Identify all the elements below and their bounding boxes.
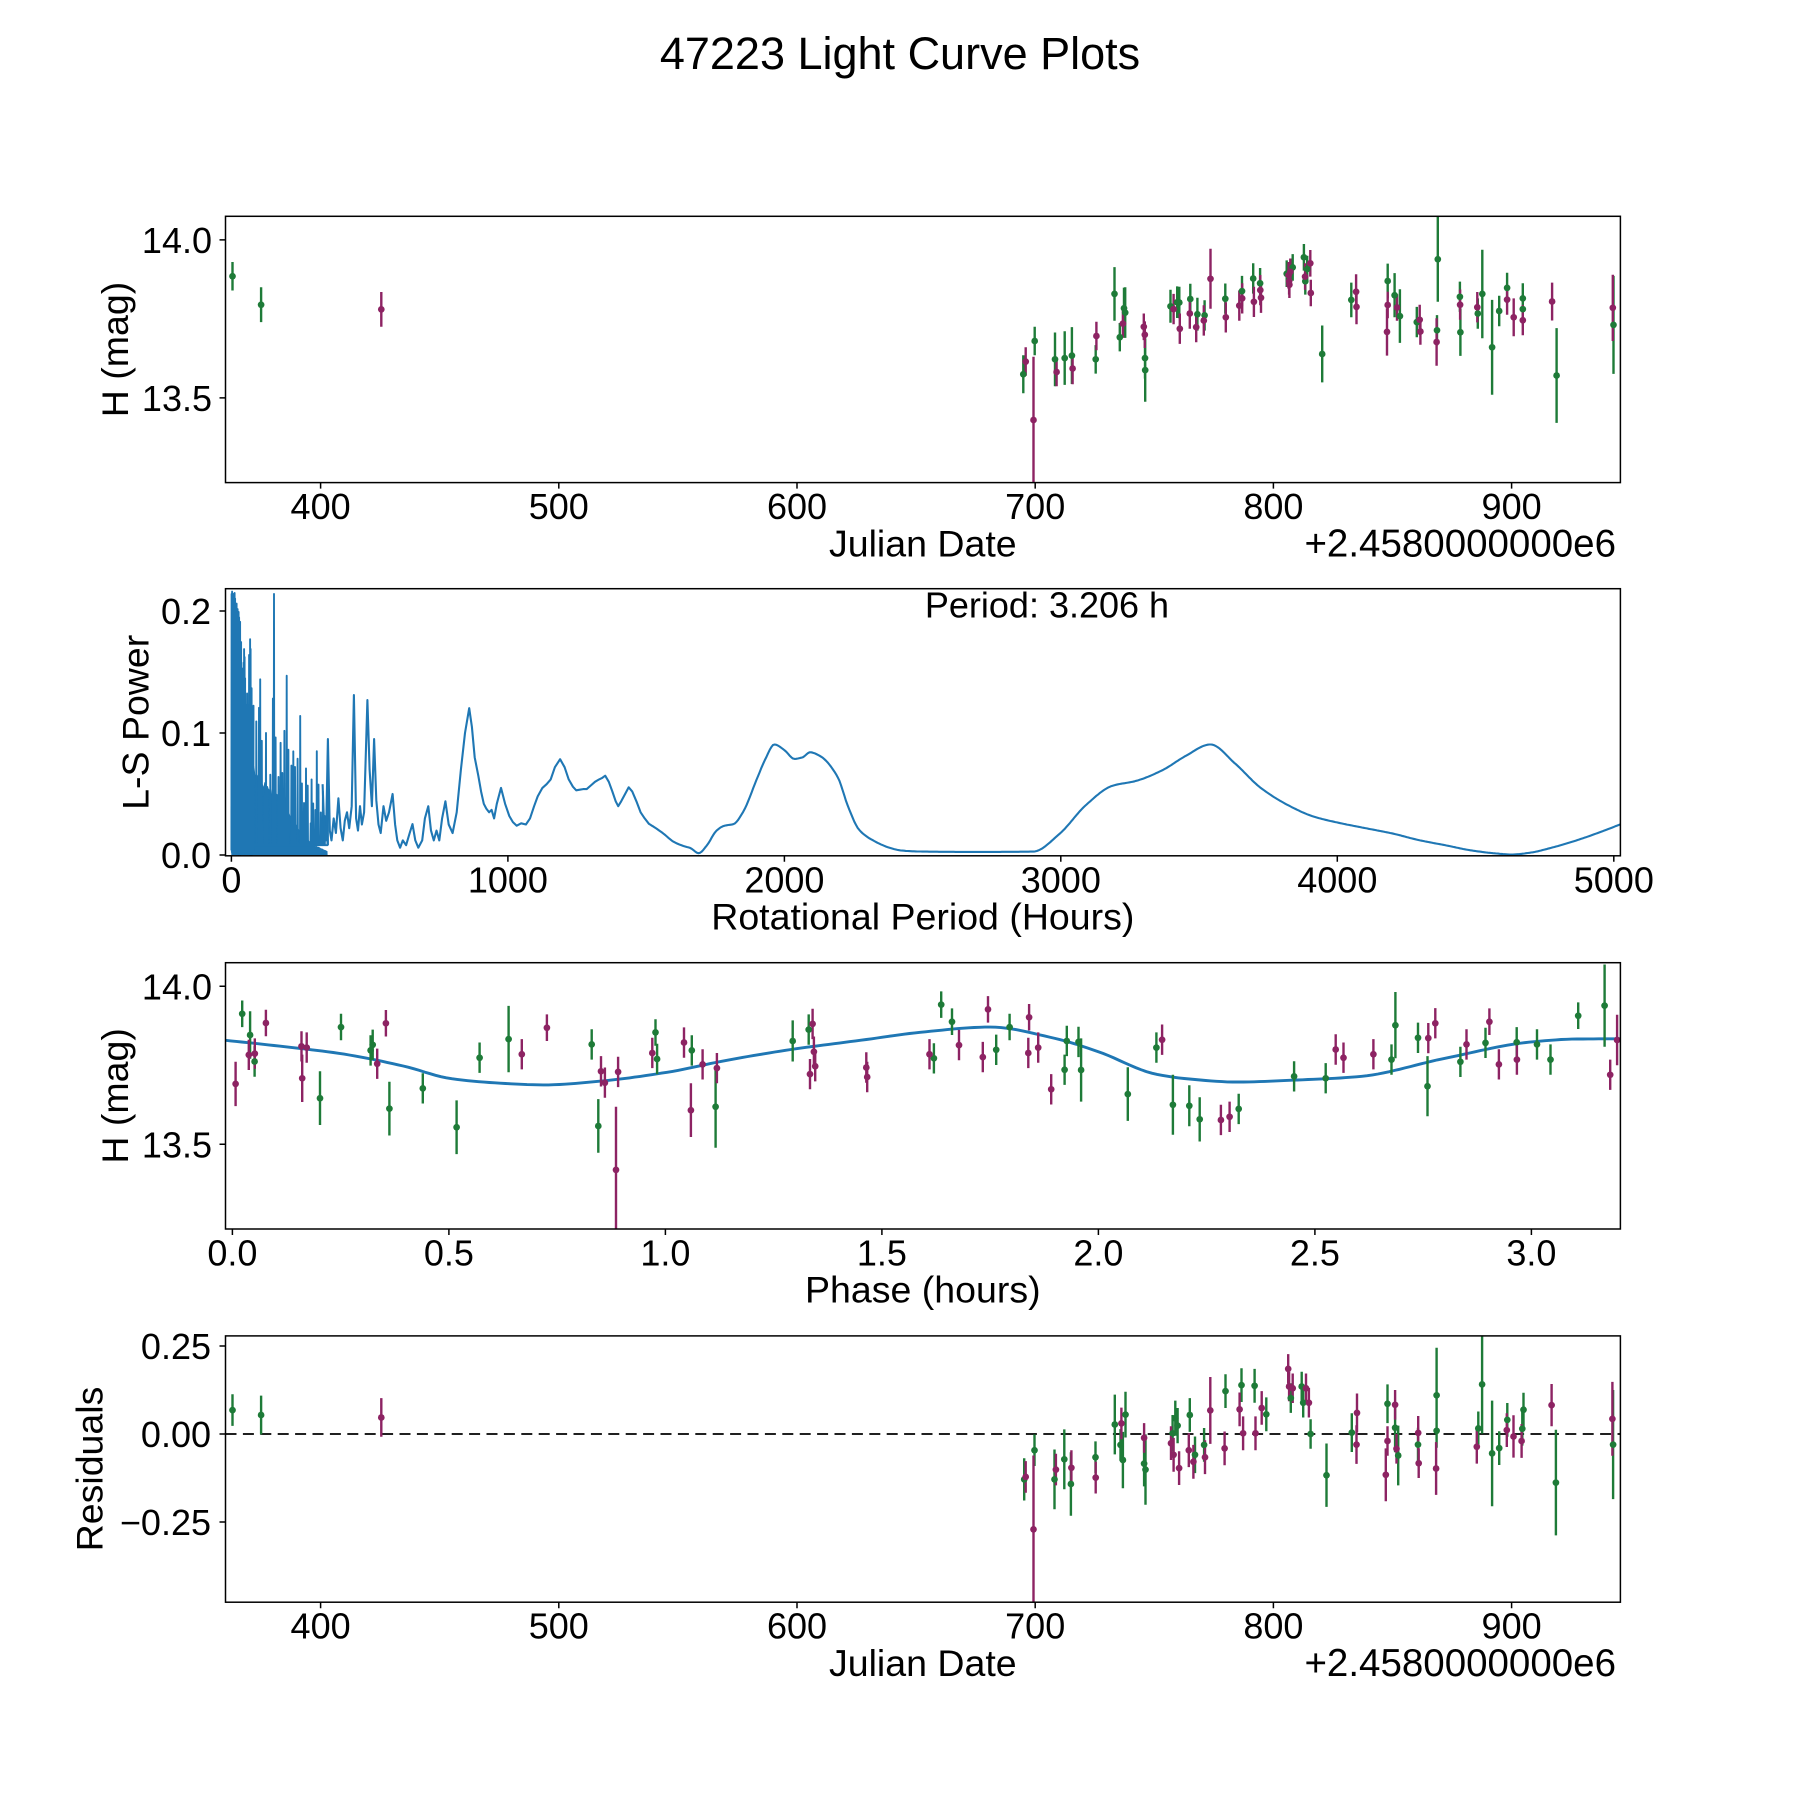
svg-text:H (mag): H (mag) (94, 282, 136, 417)
svg-text:400: 400 (291, 486, 351, 527)
svg-text:4000: 4000 (1297, 859, 1377, 900)
svg-text:14.0: 14.0 (142, 220, 212, 261)
svg-text:1000: 1000 (468, 859, 548, 900)
svg-text:500: 500 (529, 1606, 589, 1647)
svg-text:500: 500 (529, 486, 589, 527)
svg-text:400: 400 (291, 1606, 351, 1647)
svg-text:Period: 3.206 h: Period: 3.206 h (925, 584, 1169, 625)
svg-text:0.1: 0.1 (161, 713, 211, 754)
svg-text:3000: 3000 (1021, 859, 1101, 900)
svg-text:0.2: 0.2 (161, 591, 211, 632)
svg-text:600: 600 (767, 486, 827, 527)
svg-text:1.5: 1.5 (857, 1233, 907, 1274)
svg-text:2000: 2000 (744, 859, 824, 900)
svg-text:3.0: 3.0 (1506, 1233, 1556, 1274)
svg-text:+2.4580000000e6: +2.4580000000e6 (1304, 1642, 1616, 1685)
svg-text:1.0: 1.0 (640, 1233, 690, 1274)
svg-text:0.0: 0.0 (207, 1233, 257, 1274)
svg-text:800: 800 (1243, 1606, 1303, 1647)
svg-text:Phase (hours): Phase (hours) (805, 1269, 1041, 1311)
svg-text:Julian Date: Julian Date (829, 1642, 1017, 1684)
svg-text:Rotational Period (Hours): Rotational Period (Hours) (711, 896, 1134, 938)
svg-text:0.25: 0.25 (141, 1326, 211, 1367)
svg-text:13.5: 13.5 (142, 378, 212, 419)
svg-text:Julian Date: Julian Date (829, 522, 1017, 564)
svg-text:700: 700 (1005, 1606, 1065, 1647)
svg-text:47223 Light Curve Plots: 47223 Light Curve Plots (660, 28, 1140, 79)
svg-text:Residuals: Residuals (69, 1387, 111, 1552)
svg-text:600: 600 (767, 1606, 827, 1647)
svg-text:0.00: 0.00 (141, 1414, 211, 1455)
svg-text:13.5: 13.5 (142, 1124, 212, 1165)
svg-text:5000: 5000 (1574, 859, 1654, 900)
svg-text:0.5: 0.5 (424, 1233, 474, 1274)
svg-text:0.0: 0.0 (161, 835, 211, 876)
svg-text:900: 900 (1482, 486, 1542, 527)
svg-text:−0.25: −0.25 (120, 1502, 211, 1543)
svg-text:2.5: 2.5 (1290, 1233, 1340, 1274)
svg-text:L-S Power: L-S Power (115, 635, 157, 810)
svg-text:14.0: 14.0 (142, 966, 212, 1007)
svg-text:2.0: 2.0 (1073, 1233, 1123, 1274)
svg-text:800: 800 (1243, 486, 1303, 527)
svg-text:0: 0 (221, 859, 241, 900)
svg-text:900: 900 (1482, 1606, 1542, 1647)
svg-text:+2.4580000000e6: +2.4580000000e6 (1304, 522, 1616, 565)
svg-text:700: 700 (1005, 486, 1065, 527)
svg-text:H (mag): H (mag) (94, 1028, 136, 1163)
